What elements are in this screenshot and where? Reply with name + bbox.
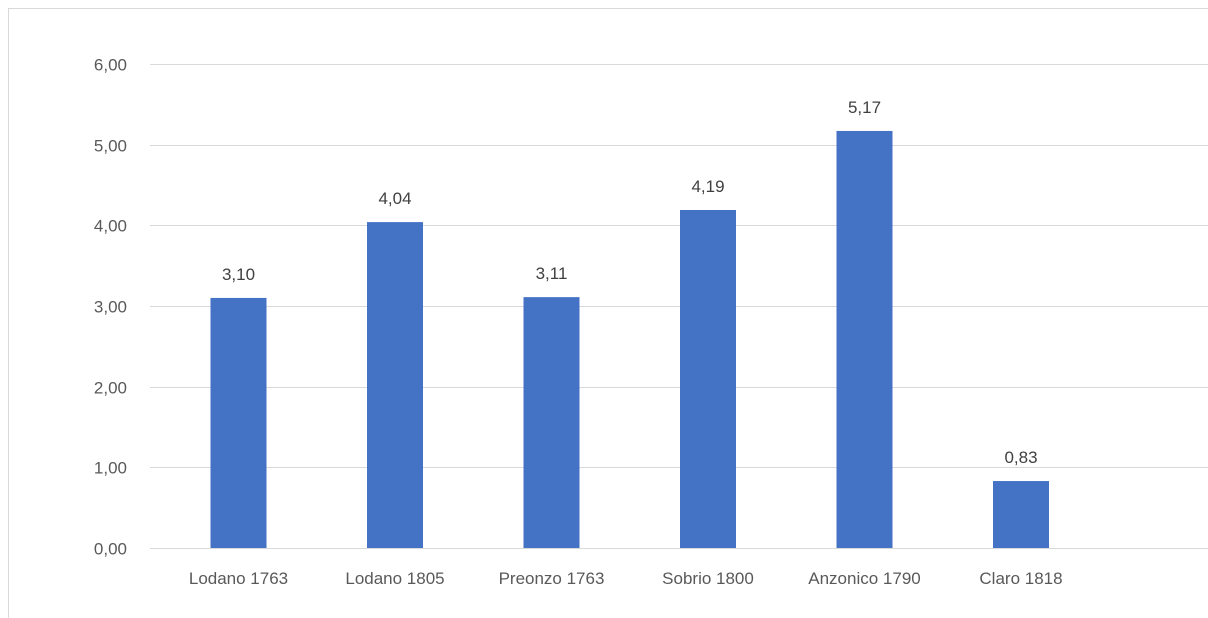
x-tick-label: Sobrio 1800	[662, 569, 754, 588]
bar	[993, 481, 1049, 548]
data-label: 3,11	[536, 264, 568, 283]
data-label: 4,04	[378, 189, 411, 208]
data-label: 0,83	[1004, 448, 1037, 467]
y-tick-label: 2,00	[94, 379, 127, 398]
x-tick-label: Claro 1818	[979, 569, 1062, 588]
x-axis-ticks: Lodano 1763 Lodano 1805 Preonzo 1763 Sobrio…	[189, 569, 1063, 588]
x-tick-label: Anzonico 1790	[808, 569, 920, 588]
bar	[523, 297, 580, 548]
data-label: 5,17	[848, 98, 881, 117]
x-tick-label: Lodano 1763	[189, 569, 288, 588]
data-labels: 3,10 4,04 3,11 4,19 5,17 0,83	[222, 98, 1038, 467]
chart-frame	[8, 8, 1208, 618]
bar	[210, 297, 267, 548]
y-tick-label: 6,00	[94, 56, 127, 75]
bar	[680, 210, 736, 549]
y-tick-label: 1,00	[94, 459, 127, 478]
y-tick-label: 4,00	[94, 217, 127, 236]
bars	[210, 130, 1049, 549]
data-label: 4,19	[691, 177, 724, 196]
data-label: 3,10	[222, 265, 255, 284]
gridlines	[150, 64, 1208, 549]
bar	[836, 130, 893, 548]
bar	[367, 222, 423, 548]
x-tick-label: Lodano 1805	[345, 569, 444, 588]
y-axis-ticks: 0,00 1,00 2,00 3,00 4,00 5,00 6,00	[94, 56, 127, 559]
y-tick-label: 5,00	[94, 137, 127, 156]
x-tick-label: Preonzo 1763	[499, 569, 605, 588]
y-tick-label: 3,00	[94, 298, 127, 317]
y-tick-label: 0,00	[94, 540, 127, 559]
